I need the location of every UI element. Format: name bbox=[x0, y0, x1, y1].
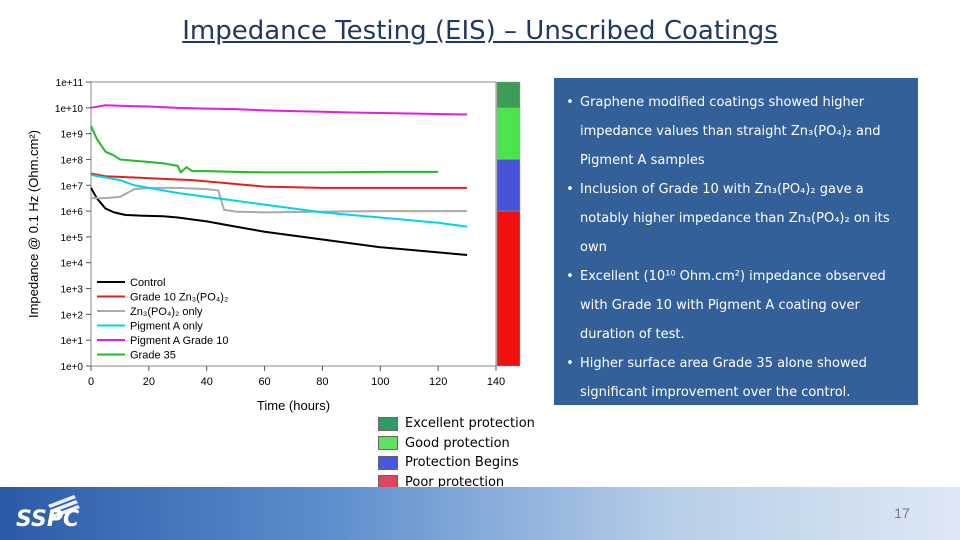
plot-area bbox=[90, 81, 497, 367]
findings-panel: • Graphene modified coatings showed highe… bbox=[554, 78, 918, 405]
y-tick-label: 1e+11 bbox=[56, 78, 84, 89]
protection-swatch bbox=[378, 436, 398, 451]
footer-band bbox=[0, 487, 960, 540]
x-tick-label: 140 bbox=[487, 376, 505, 388]
x-tick-label: 60 bbox=[258, 376, 270, 388]
protection-legend-item: Poor protection bbox=[378, 473, 535, 493]
finding-item: • Graphene modified coatings showed highe… bbox=[560, 88, 908, 175]
protection-label: Good protection bbox=[405, 435, 510, 451]
protection-legend: Excellent protection Good protection Pro… bbox=[378, 414, 535, 492]
y-tick-label: 1e+6 bbox=[60, 207, 83, 218]
y-tick-label: 1e+7 bbox=[60, 181, 83, 192]
y-tick-label: 1e+0 bbox=[60, 362, 83, 373]
legend-label: Grade 10 Zn₃(PO₄)₂ bbox=[130, 292, 228, 304]
x-tick-label: 120 bbox=[429, 376, 447, 388]
series-line bbox=[90, 125, 439, 174]
protection-label: Excellent protection bbox=[405, 416, 535, 432]
x-tick-label: 40 bbox=[201, 376, 213, 388]
protection-label: Poor protection bbox=[405, 474, 505, 490]
protection-band bbox=[496, 159, 521, 212]
x-tick-label: 80 bbox=[316, 376, 328, 388]
x-tick-label: 100 bbox=[371, 376, 389, 388]
protection-band bbox=[496, 81, 521, 109]
y-tick-label: 1e+2 bbox=[60, 310, 83, 321]
protection-band bbox=[496, 210, 521, 367]
legend-label: Pigment A Grade 10 bbox=[130, 335, 228, 347]
protection-label: Protection Begins bbox=[405, 455, 519, 471]
y-tick-label: 1e+10 bbox=[55, 104, 84, 115]
series-line bbox=[90, 173, 468, 228]
y-axis-label: Impedance @ 0.1 Hz (Ohm.cm²) bbox=[26, 130, 41, 318]
protection-legend-item: Protection Begins bbox=[378, 453, 535, 473]
legend-label: Control bbox=[130, 277, 165, 289]
legend-label: Grade 35 bbox=[130, 350, 176, 362]
y-tick-label: 1e+8 bbox=[60, 155, 83, 166]
finding-text: Higher surface area Grade 35 alone showe… bbox=[580, 356, 867, 400]
bullet-icon: • bbox=[566, 269, 574, 284]
x-axis-label: Time (hours) bbox=[257, 398, 330, 413]
y-tick-label: 1e+5 bbox=[60, 233, 83, 244]
sspc-logo: SSPC bbox=[16, 495, 80, 532]
legend-label: Pigment A only bbox=[130, 321, 203, 333]
y-tick-label: 1e+3 bbox=[60, 285, 83, 296]
series-line bbox=[90, 172, 468, 189]
protection-legend-item: Good protection bbox=[378, 434, 535, 454]
protection-swatch bbox=[378, 416, 398, 431]
finding-item: • Excellent (10¹⁰ Ohm.cm²) impedance obse… bbox=[560, 262, 908, 349]
y-tick-label: 1e+4 bbox=[60, 259, 83, 270]
y-tick-label: 1e+9 bbox=[60, 130, 83, 141]
x-tick-label: 20 bbox=[143, 376, 155, 388]
x-tick-label: 0 bbox=[88, 376, 94, 388]
finding-item: • Inclusion of Grade 10 with Zn₃(PO₄)₂ ga… bbox=[560, 175, 908, 262]
finding-item: • Higher surface area Grade 35 alone show… bbox=[560, 349, 908, 407]
protection-legend-item: Excellent protection bbox=[378, 414, 535, 434]
bullet-icon: • bbox=[566, 95, 574, 110]
page-title: Impedance Testing (EIS) – Unscribed Coat… bbox=[182, 16, 778, 46]
legend-label: Zn₃(PO₄)₂ only bbox=[130, 306, 203, 318]
bullet-icon: • bbox=[566, 356, 574, 371]
series-line bbox=[90, 104, 468, 116]
finding-text: Graphene modified coatings showed higher… bbox=[580, 95, 881, 168]
series-line bbox=[90, 187, 468, 256]
bullet-icon: • bbox=[566, 182, 574, 197]
y-tick-label: 1e+1 bbox=[60, 336, 83, 347]
finding-text: Excellent (10¹⁰ Ohm.cm²) impedance obser… bbox=[580, 269, 886, 342]
series-line bbox=[91, 186, 468, 214]
protection-band bbox=[496, 107, 521, 160]
page-number: 17 bbox=[894, 505, 910, 521]
finding-text: Inclusion of Grade 10 with Zn₃(PO₄)₂ gav… bbox=[580, 182, 890, 255]
protection-swatch bbox=[378, 455, 398, 470]
